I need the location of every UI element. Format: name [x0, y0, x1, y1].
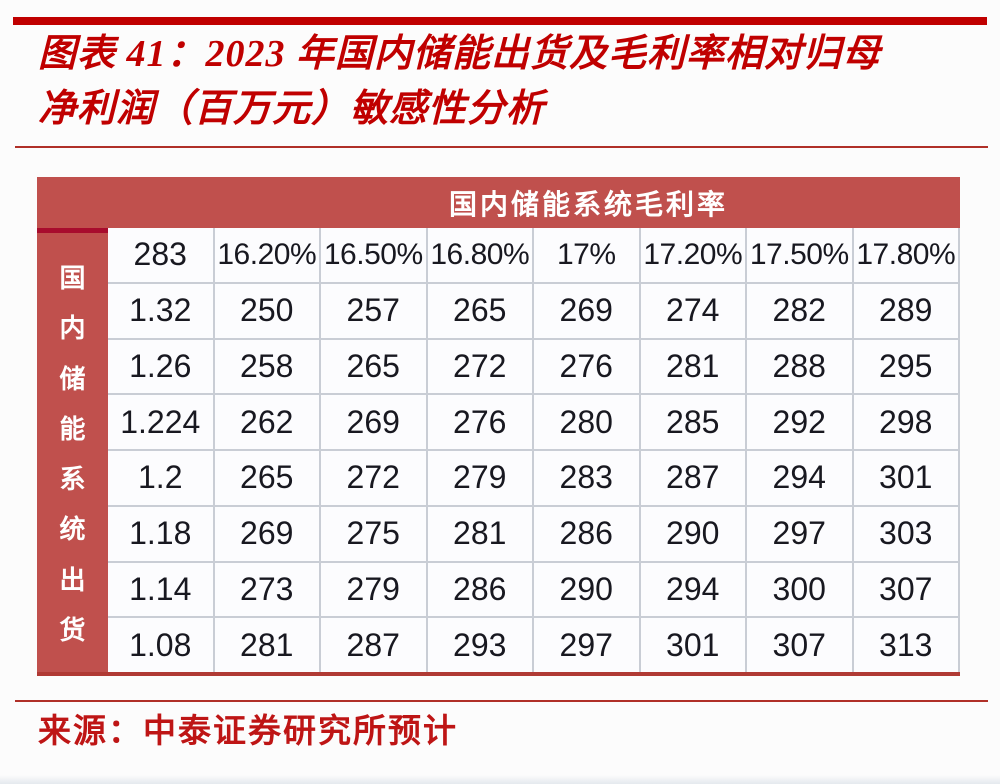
margin-header-cell: 16.80%	[427, 228, 532, 282]
profit-value-cell: 283	[534, 451, 639, 505]
profit-value-cell: 294	[747, 451, 852, 505]
profit-value-cell: 279	[321, 562, 426, 617]
sensitivity-table: 国内储能系统毛利率 国内储能系统出货 283 16.20% 16.50% 16.80%…	[37, 177, 960, 676]
profit-value-cell: 269	[534, 283, 639, 338]
table-grid: 283 16.20% 16.50% 16.80% 17% 17.20% 17.50% 17.8…	[108, 228, 960, 672]
top-accent-bar	[13, 17, 987, 25]
profit-value-cell: 265	[214, 451, 319, 505]
margin-header-cell: 17.80%	[853, 228, 958, 282]
margin-header-cell: 17.20%	[640, 228, 745, 282]
profit-value-cell: 313	[853, 618, 958, 672]
profit-value-cell: 287	[321, 618, 426, 672]
profit-value-cell: 265	[427, 283, 532, 338]
profit-value-cell: 288	[747, 339, 852, 394]
shipment-value-cell: 1.2	[108, 451, 213, 505]
profit-value-cell: 281	[427, 506, 532, 561]
shipment-axis-char: 储	[59, 364, 86, 394]
profit-value-cell: 297	[534, 618, 639, 672]
profit-value-cell: 289	[853, 283, 958, 338]
shipment-axis-char: 系	[59, 465, 86, 495]
profit-value-cell: 301	[640, 618, 745, 672]
profit-value-cell: 272	[427, 339, 532, 394]
profit-value-cell: 262	[214, 395, 319, 449]
figure-title: 图表 41：2023 年国内储能出货及毛利率相对归母 净利润（百万元）敏感性分析	[38, 27, 978, 137]
table-header-band: 国内储能系统毛利率	[37, 177, 960, 228]
shipment-value-cell: 1.14	[108, 562, 213, 617]
margin-header-cell: 16.50%	[321, 228, 426, 282]
profit-value-cell: 250	[214, 283, 319, 338]
profit-value-cell: 300	[747, 562, 852, 617]
profit-value-cell: 269	[214, 506, 319, 561]
corner-base-value-cell: 283	[108, 228, 213, 282]
profit-value-cell: 281	[214, 618, 319, 672]
profit-value-cell: 293	[427, 618, 532, 672]
profit-value-cell: 273	[214, 562, 319, 617]
profit-value-cell: 292	[747, 395, 852, 449]
shipment-axis-char: 统	[59, 515, 86, 545]
shipment-axis-char: 内	[59, 314, 86, 344]
profit-value-cell: 294	[640, 562, 745, 617]
shipment-value-cell: 1.08	[108, 618, 213, 672]
profit-value-cell: 258	[214, 339, 319, 394]
profit-value-cell: 281	[640, 339, 745, 394]
profit-value-cell: 280	[534, 395, 639, 449]
profit-value-cell: 298	[853, 395, 958, 449]
profit-value-cell: 269	[321, 395, 426, 449]
profit-value-cell: 276	[427, 395, 532, 449]
source-text: 来源：中泰证券研究所预计	[38, 714, 458, 750]
margin-header-cell: 16.20%	[214, 228, 319, 282]
profit-value-cell: 303	[853, 506, 958, 561]
margin-header-cell: 17.50%	[747, 228, 852, 282]
profit-value-cell: 274	[640, 283, 745, 338]
shipment-axis-title: 国内储能系统出货	[37, 228, 108, 672]
title-underline	[15, 146, 988, 148]
profit-value-cell: 287	[640, 451, 745, 505]
profit-value-cell: 272	[321, 451, 426, 505]
profit-value-cell: 290	[534, 562, 639, 617]
profit-value-cell: 276	[534, 339, 639, 394]
profit-value-cell: 282	[747, 283, 852, 338]
profit-value-cell: 275	[321, 506, 426, 561]
table-body: 国内储能系统出货 283 16.20% 16.50% 16.80% 17% 17.20% 1…	[37, 228, 960, 672]
profit-value-cell: 297	[747, 506, 852, 561]
profit-value-cell: 307	[853, 562, 958, 617]
profit-value-cell: 286	[534, 506, 639, 561]
profit-value-cell: 286	[427, 562, 532, 617]
shipment-value-cell: 1.224	[108, 395, 213, 449]
shipment-value-cell: 1.26	[108, 339, 213, 394]
figure-title-line2: 净利润（百万元）敏感性分析	[38, 88, 546, 130]
bottom-fade	[0, 775, 1000, 784]
shipment-axis-char: 国	[59, 264, 86, 294]
shipment-axis-char: 能	[59, 414, 86, 444]
profit-value-cell: 257	[321, 283, 426, 338]
shipment-value-cell: 1.32	[108, 283, 213, 338]
profit-value-cell: 279	[427, 451, 532, 505]
shipment-axis-char: 出	[59, 565, 86, 595]
profit-value-cell: 290	[640, 506, 745, 561]
shipment-axis-char: 货	[59, 615, 86, 645]
profit-value-cell: 285	[640, 395, 745, 449]
profit-value-cell: 265	[321, 339, 426, 394]
margin-header-cell: 17%	[534, 228, 639, 282]
profit-value-cell: 301	[853, 451, 958, 505]
source-divider	[15, 700, 988, 702]
figure-title-line1: 图表 41：2023 年国内储能出货及毛利率相对归母	[38, 33, 882, 75]
shipment-value-cell: 1.18	[108, 506, 213, 561]
profit-value-cell: 295	[853, 339, 958, 394]
margin-axis-title: 国内储能系统毛利率	[448, 189, 728, 221]
profit-value-cell: 307	[747, 618, 852, 672]
